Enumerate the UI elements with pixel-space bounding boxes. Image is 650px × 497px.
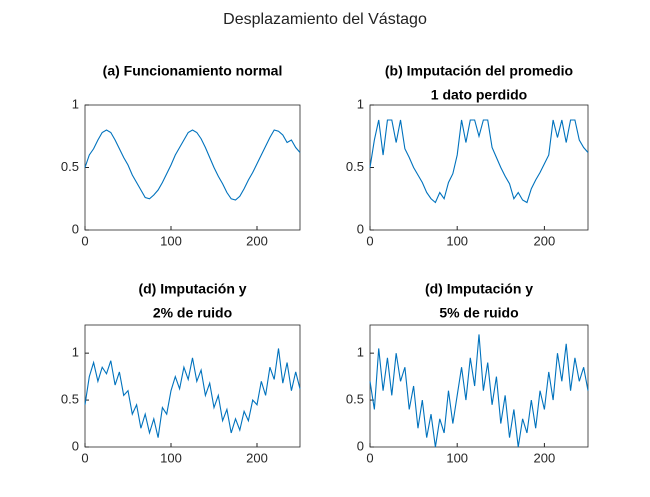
subplot-title: 1 dato perdido	[431, 87, 527, 103]
subplot-title: (a) Funcionamiento normal	[103, 63, 283, 79]
x-tick-label: 200	[246, 233, 268, 248]
data-line	[369, 334, 589, 448]
y-tick-label: 0.5	[61, 159, 79, 174]
axes-box	[84, 324, 301, 448]
data-line	[84, 129, 301, 201]
axes-box	[369, 324, 589, 448]
data-line	[84, 348, 301, 438]
data-line	[369, 119, 589, 204]
subplot-title: 2% de ruido	[153, 305, 232, 321]
x-tick-label: 100	[446, 450, 468, 465]
y-tick-label: 0	[357, 221, 364, 236]
axes-box	[84, 104, 301, 231]
x-tick-label: 200	[534, 450, 556, 465]
x-tick-label: 0	[81, 233, 88, 248]
x-tick-label: 0	[366, 450, 373, 465]
y-tick-label: 0	[72, 221, 79, 236]
y-tick-label: 0	[357, 438, 364, 453]
x-tick-label: 0	[366, 233, 373, 248]
x-tick-label: 200	[534, 233, 556, 248]
subplot-title: (d) Imputación y	[425, 281, 533, 297]
x-tick-label: 100	[160, 233, 182, 248]
y-tick-label: 1	[72, 345, 79, 360]
figure-title: Desplazamiento del Vástago	[223, 11, 427, 28]
y-tick-label: 0.5	[61, 392, 79, 407]
axes-box	[369, 104, 589, 231]
x-tick-label: 100	[160, 450, 182, 465]
y-tick-label: 1	[72, 96, 79, 111]
x-tick-label: 100	[446, 233, 468, 248]
y-tick-label: 0	[72, 438, 79, 453]
subplot-title: (d) Imputación y	[138, 281, 246, 297]
y-tick-label: 1	[357, 345, 364, 360]
y-tick-label: 0.5	[346, 392, 364, 407]
y-tick-label: 1	[357, 96, 364, 111]
x-tick-label: 200	[246, 450, 268, 465]
x-tick-label: 0	[81, 450, 88, 465]
y-tick-label: 0.5	[346, 159, 364, 174]
subplot-title: 5% de ruido	[439, 305, 518, 321]
subplot-title: (b) Imputación del promedio	[385, 63, 573, 79]
